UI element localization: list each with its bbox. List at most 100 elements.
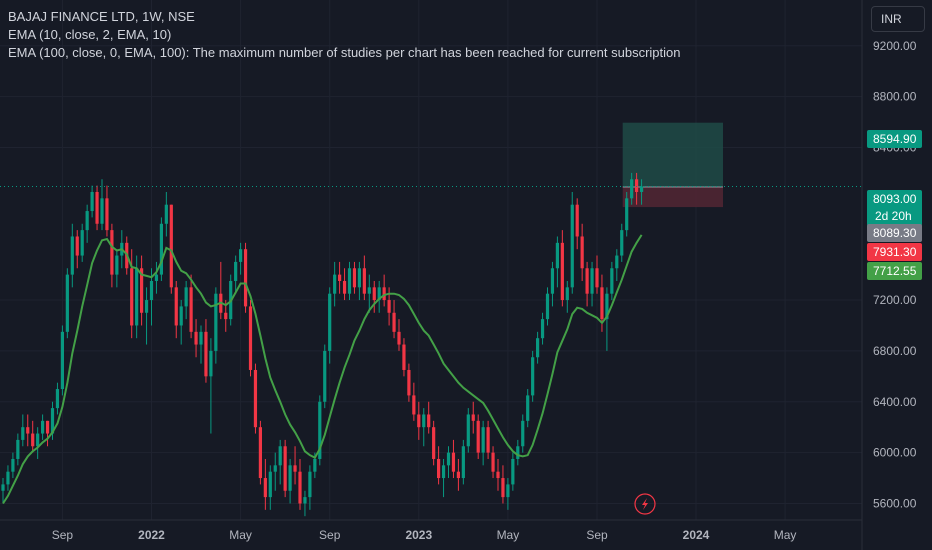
candle-body [432, 427, 436, 459]
candle-body [328, 293, 332, 351]
candle-body [75, 236, 79, 256]
candle-body [372, 287, 376, 301]
price-tick-label: 6400.00 [873, 395, 917, 409]
candle-body [323, 350, 327, 402]
candle-body [179, 306, 183, 326]
candle-body [239, 249, 243, 262]
candle-body [496, 471, 500, 479]
candle-body [511, 458, 515, 485]
candle-body [26, 427, 30, 434]
candle-body [590, 268, 594, 294]
time-tick-label: Sep [586, 528, 608, 542]
time-tick-label: May [497, 528, 520, 542]
candle-body [545, 293, 550, 320]
candle-body [283, 446, 287, 491]
candle-body [140, 268, 144, 313]
candle-body [630, 179, 634, 199]
candle-body [397, 331, 401, 345]
candle-body [342, 280, 347, 294]
candle-body [516, 446, 520, 459]
candle-body [540, 319, 545, 339]
candle-body [451, 452, 456, 472]
candle-body [263, 478, 267, 498]
candle-body [357, 268, 361, 288]
candle-body [199, 331, 203, 345]
time-tick-label: 2022 [138, 528, 165, 542]
candle-body [258, 427, 262, 479]
candle-body [550, 268, 555, 294]
price-tag-value: 8089.30 [873, 226, 917, 240]
candle-body [466, 414, 470, 447]
candle-body [531, 357, 535, 396]
candle-body [21, 427, 25, 440]
price-tick-label: 7200.00 [873, 293, 917, 307]
candle-body [105, 198, 109, 231]
candle-body [174, 287, 178, 326]
candle-body [595, 268, 599, 288]
candle-body [367, 287, 371, 294]
candle-body [6, 471, 10, 485]
candle-body [234, 261, 238, 281]
candle-body [521, 420, 525, 447]
price-tick-label: 6000.00 [873, 446, 917, 460]
candle-body [476, 420, 480, 453]
candle-body [585, 268, 589, 294]
candle-body [338, 274, 342, 281]
candle-body [506, 484, 510, 498]
candle-body [288, 465, 292, 491]
chart-legend: BAJAJ FINANCE LTD, 1W, NSE EMA (10, clos… [8, 8, 680, 62]
candle-body [600, 287, 604, 320]
candle-body [60, 331, 64, 390]
candle-body [149, 280, 154, 301]
time-axis[interactable]: Sep 2022 May Sep 2023 May Sep 2024 May [52, 528, 797, 542]
candle-body [441, 465, 446, 479]
candle-body [55, 389, 60, 409]
price-tag-value: 7931.30 [873, 245, 917, 259]
candle-body [169, 204, 173, 288]
ema10-legend[interactable]: EMA (10, close, 2, EMA, 10) [8, 27, 172, 42]
candle-body [95, 191, 99, 224]
candle-body [347, 268, 352, 294]
candle-body [318, 401, 322, 459]
candle-body [575, 204, 579, 237]
candle-body [159, 223, 163, 275]
time-tick-label: May [229, 528, 252, 542]
symbol-title[interactable]: BAJAJ FINANCE LTD, 1W, NSE [8, 9, 195, 24]
candle-body [625, 198, 629, 231]
position-zones[interactable] [622, 122, 723, 208]
candle-body [387, 300, 391, 313]
currency-button[interactable]: INR [871, 6, 925, 32]
stop-zone[interactable] [622, 186, 723, 208]
candle-body [135, 268, 139, 326]
price-tag-value: 8093.00 [873, 192, 917, 206]
target-zone[interactable] [622, 122, 723, 187]
candle-body [565, 287, 569, 301]
candle-body [268, 471, 272, 498]
candle-body [412, 395, 416, 415]
candle-body [422, 414, 426, 428]
candle-body [560, 242, 564, 301]
candle-body [189, 287, 193, 332]
candle-body [615, 255, 619, 269]
candle-body [580, 236, 584, 269]
candle-body [333, 274, 337, 294]
candle-body [154, 274, 159, 281]
time-tick-label: 2024 [683, 528, 710, 542]
price-tag [867, 243, 922, 261]
ema100-legend[interactable]: EMA (100, close, 0, EMA, 100): The maxim… [8, 45, 681, 60]
candle-body [16, 439, 20, 459]
candle-body [164, 204, 168, 224]
candle-body [293, 465, 297, 472]
candle-body [298, 471, 302, 504]
price-tag-value: 7712.55 [873, 264, 917, 278]
price-tags: 8594.90 8093.00 2d 20h 8089.30 7931.30 7712.5… [867, 130, 922, 280]
time-tick-label: Sep [52, 528, 74, 542]
candle-body [362, 268, 366, 294]
candle-body [352, 268, 357, 288]
candle-body [144, 300, 149, 313]
lightning-icon[interactable] [634, 493, 656, 515]
candle-body [36, 433, 40, 447]
candle-body [635, 179, 639, 192]
